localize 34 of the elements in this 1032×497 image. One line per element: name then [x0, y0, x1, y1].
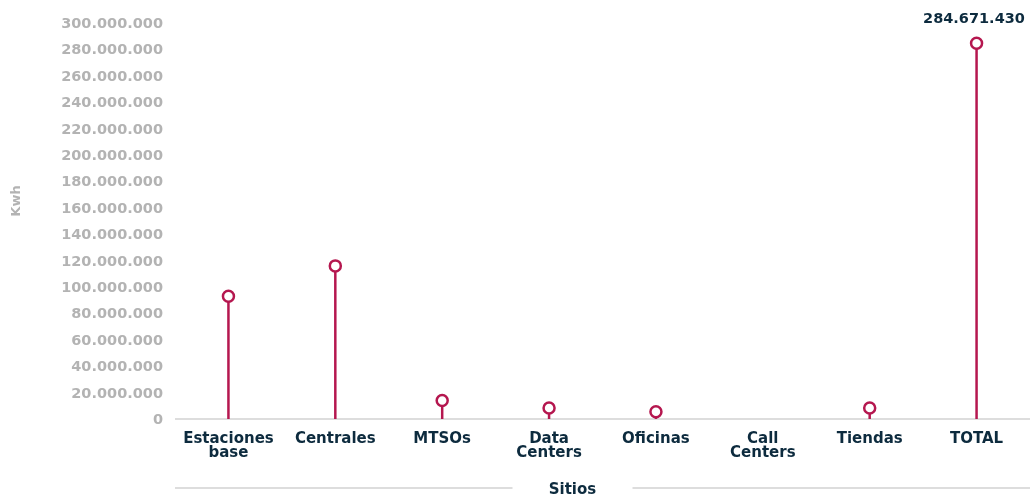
y-tick-label: 120.000.000	[61, 252, 163, 269]
x-tick-label: TOTAL	[949, 429, 1004, 447]
point	[969, 36, 984, 50]
y-axis-title: Kwh	[8, 185, 23, 217]
point	[649, 404, 663, 419]
y-tick-label: 260.000.000	[61, 67, 163, 84]
data-label: 284.671.430	[923, 10, 1025, 27]
point	[328, 259, 343, 273]
y-tick-label: 200.000.000	[61, 147, 163, 164]
y-tick-label: 80.000.000	[71, 305, 163, 322]
y-tick-label: 300.000.000	[61, 15, 163, 32]
x-tick-label: Estaciones base	[183, 429, 274, 461]
y-tick-label: 40.000.000	[71, 358, 163, 375]
y-tick-label: 60.000.000	[71, 331, 163, 348]
x-tick-label: Tiendas	[836, 429, 903, 447]
point	[862, 401, 877, 415]
point	[435, 393, 449, 408]
x-tick-label: Data Centers	[516, 429, 582, 461]
x-tick-label: MTSOs	[413, 429, 472, 447]
point	[542, 401, 556, 415]
y-tick-label: 100.000.000	[61, 279, 163, 296]
y-tick-label: 180.000.000	[61, 173, 163, 190]
y-tick-label: 140.000.000	[61, 226, 163, 243]
y-tick-label: 160.000.000	[61, 199, 163, 216]
x-tick-label: Call Centers	[730, 429, 796, 461]
y-tick-label: 20.000.000	[71, 384, 163, 401]
y-tick-label: 240.000.000	[61, 94, 163, 111]
y-tick-label: 280.000.000	[61, 41, 163, 58]
y-tick-label: 220.000.000	[61, 120, 163, 137]
x-tick-label: Oficinas	[622, 429, 690, 447]
y-tick-label: 0	[152, 411, 163, 428]
x-tick-label: Centrales	[294, 429, 376, 447]
x-axis-title: Sitios	[548, 480, 597, 497]
point	[221, 289, 236, 303]
